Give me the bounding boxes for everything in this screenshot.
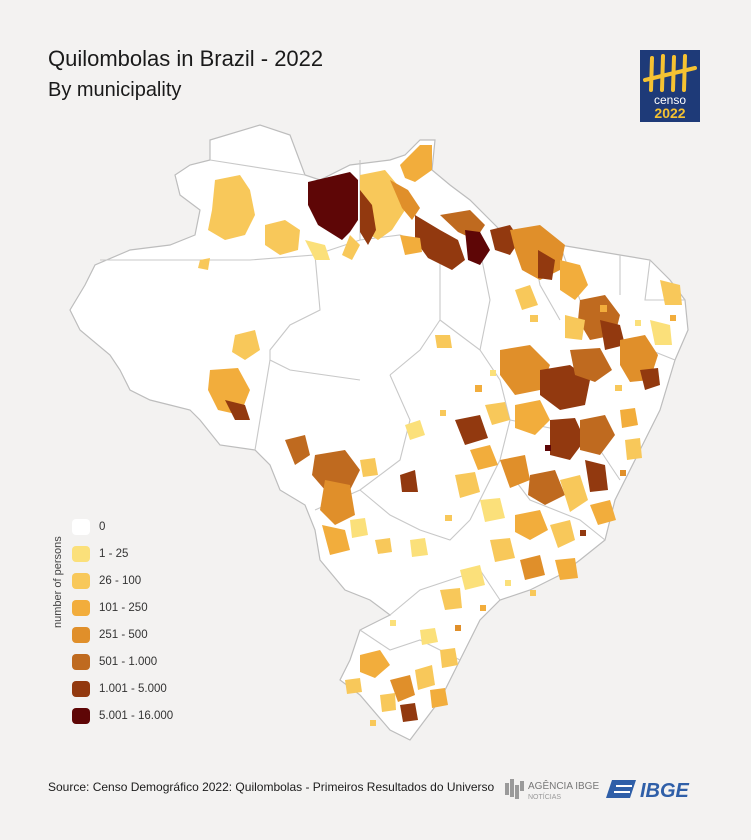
legend-label: 26 - 100 bbox=[99, 575, 142, 587]
legend-swatch bbox=[72, 708, 90, 724]
legend-swatch bbox=[72, 654, 90, 670]
map-title: Quilombolas in Brazil - 2022 bbox=[48, 46, 324, 71]
legend-axis-title: number of persons bbox=[52, 536, 64, 628]
brazil-map bbox=[69, 124, 689, 741]
agencia-ibge-logo: AGÊNCIA IBGE NOTÍCIAS bbox=[505, 779, 599, 801]
ibge-logo: IBGE bbox=[606, 780, 690, 802]
source-note: Source: Censo Demográfico 2022: Quilombo… bbox=[48, 780, 495, 794]
brazil-outline bbox=[69, 124, 689, 741]
scattered-municipalities bbox=[370, 305, 676, 726]
legend-item: 501 - 1.000 bbox=[72, 653, 157, 671]
region-rondonia-mato-grosso bbox=[208, 330, 452, 555]
ibge-text: IBGE bbox=[640, 780, 690, 802]
legend-item: 5.001 - 16.000 bbox=[72, 707, 173, 725]
region-northeast bbox=[455, 225, 682, 525]
legend-label: 501 - 1.000 bbox=[99, 656, 158, 668]
logo-line1: censo bbox=[654, 93, 686, 107]
legend-label: 101 - 250 bbox=[99, 602, 148, 614]
legend-swatch bbox=[72, 519, 90, 535]
logo-line2: 2022 bbox=[654, 105, 685, 121]
legend-swatch bbox=[72, 627, 90, 643]
agencia-sub: NOTÍCIAS bbox=[528, 792, 561, 801]
legend-item: 251 - 500 bbox=[72, 626, 148, 644]
legend-swatch bbox=[72, 573, 90, 589]
legend-label: 1.001 - 5.000 bbox=[99, 683, 167, 695]
legend-item: 101 - 250 bbox=[72, 599, 148, 617]
legend-item: 0 bbox=[72, 518, 105, 536]
legend-item: 26 - 100 bbox=[72, 572, 141, 590]
censo-2022-logo: censo 2022 bbox=[640, 50, 700, 122]
legend-swatch bbox=[72, 600, 90, 616]
legend-label: 0 bbox=[99, 521, 106, 533]
agencia-name: AGÊNCIA IBGE bbox=[528, 779, 599, 792]
region-south bbox=[345, 628, 458, 722]
legend-item: 1 - 25 bbox=[72, 545, 128, 563]
legend-label: 5.001 - 16.000 bbox=[99, 710, 174, 722]
legend-label: 251 - 500 bbox=[99, 629, 148, 641]
legend: 0 1 - 25 26 - 100 101 - 250 251 - 500 50… bbox=[72, 518, 232, 738]
legend-label: 1 - 25 bbox=[99, 548, 129, 560]
region-amazonas bbox=[198, 175, 330, 270]
legend-item: 1.001 - 5.000 bbox=[72, 680, 167, 698]
region-southeast bbox=[350, 510, 578, 610]
map-subtitle: By municipality bbox=[48, 79, 182, 101]
legend-swatch bbox=[72, 546, 90, 562]
legend-swatch bbox=[72, 681, 90, 697]
